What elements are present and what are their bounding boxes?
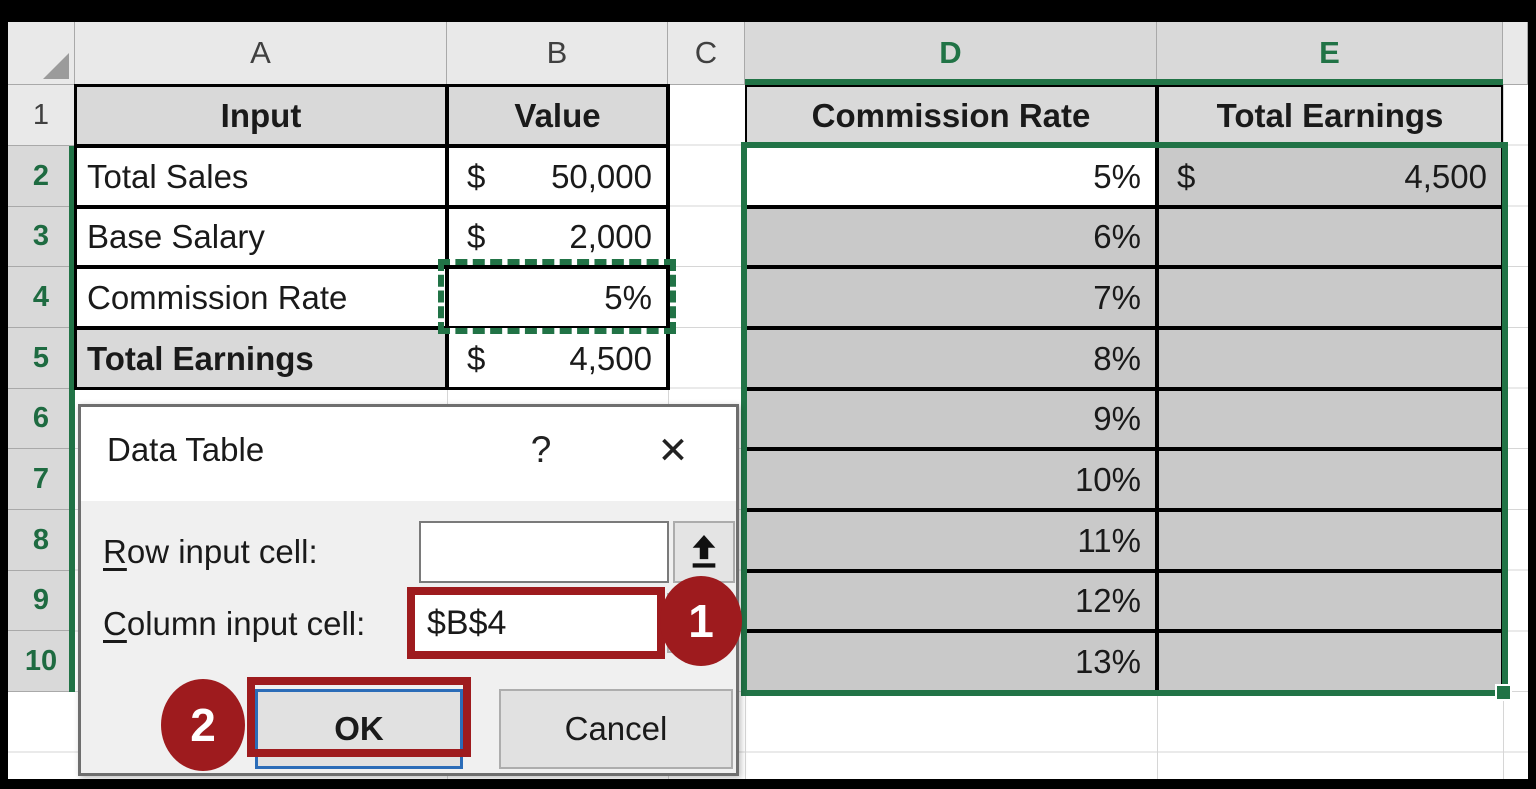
help-icon[interactable]: ? bbox=[530, 429, 552, 470]
column-header-f-sliver[interactable] bbox=[1503, 22, 1528, 85]
column-input-cell-label: Column input cell: bbox=[103, 605, 365, 643]
select-all-corner[interactable] bbox=[8, 22, 75, 85]
row-input-cell-field[interactable] bbox=[419, 521, 669, 583]
cell-e7-empty[interactable] bbox=[1157, 449, 1503, 510]
cell-e1-total-earnings-header[interactable]: Total Earnings bbox=[1157, 85, 1503, 146]
amount: 4,500 bbox=[1404, 157, 1487, 195]
cancel-button[interactable]: Cancel bbox=[499, 689, 733, 769]
step-1-badge: 1 bbox=[660, 576, 742, 666]
cell-d6-rate[interactable]: 9% bbox=[745, 389, 1157, 449]
column-header-b[interactable]: B bbox=[447, 22, 668, 85]
cell-e5-empty[interactable] bbox=[1157, 328, 1503, 389]
amount: 2,000 bbox=[569, 218, 652, 255]
column-accelerator: C bbox=[103, 605, 127, 642]
close-icon[interactable]: ✕ bbox=[657, 430, 689, 471]
column-header-c[interactable]: C bbox=[668, 22, 745, 85]
row-header-3[interactable]: 3 bbox=[8, 207, 75, 267]
gridline-e-f bbox=[1503, 85, 1504, 779]
cell-d10-rate[interactable]: 13% bbox=[745, 631, 1157, 692]
cell-e9-empty[interactable] bbox=[1157, 571, 1503, 631]
cell-d9-rate[interactable]: 12% bbox=[745, 571, 1157, 631]
cell-b2-total-sales-value[interactable]: $ 50,000 bbox=[447, 146, 668, 207]
cell-a4-commission-rate[interactable]: Commission Rate bbox=[75, 267, 447, 328]
cell-e2-earnings[interactable]: $ 4,500 bbox=[1157, 146, 1503, 207]
row-header-1[interactable]: 1 bbox=[8, 85, 75, 146]
row-accelerator: R bbox=[103, 533, 127, 570]
column-header-a[interactable]: A bbox=[75, 22, 447, 85]
dialog-titlebar[interactable]: Data Table ? ✕ bbox=[81, 407, 736, 501]
row-header-10[interactable]: 10 bbox=[8, 631, 75, 692]
cell-d5-rate[interactable]: 8% bbox=[745, 328, 1157, 389]
selected-columns-underline bbox=[745, 79, 1503, 85]
select-all-triangle-icon bbox=[43, 53, 69, 79]
cell-d1-commission-rate-header[interactable]: Commission Rate bbox=[745, 85, 1157, 146]
cell-b1-value-header[interactable]: Value bbox=[447, 85, 668, 146]
cell-d8-rate[interactable]: 11% bbox=[745, 510, 1157, 571]
row-header-9[interactable]: 9 bbox=[8, 571, 75, 631]
amount: 50,000 bbox=[551, 157, 652, 195]
cell-e10-empty[interactable] bbox=[1157, 631, 1503, 692]
cell-a1-input-header[interactable]: Input bbox=[75, 85, 447, 146]
dialog-title: Data Table bbox=[107, 431, 265, 468]
cell-d4-rate[interactable]: 7% bbox=[745, 267, 1157, 328]
cell-e4-empty[interactable] bbox=[1157, 267, 1503, 328]
cell-e6-empty[interactable] bbox=[1157, 389, 1503, 449]
column-header-d[interactable]: D bbox=[745, 22, 1157, 85]
currency-symbol: $ bbox=[1177, 157, 1196, 195]
cell-a5-total-earnings[interactable]: Total Earnings bbox=[75, 328, 447, 389]
cell-b3-base-salary-value[interactable]: $ 2,000 bbox=[447, 207, 668, 267]
worksheet: A B C D E 1 2 3 4 5 6 7 8 9 10 Input Val… bbox=[8, 22, 1528, 779]
step-2-badge: 2 bbox=[161, 679, 245, 771]
selected-rows-indicator bbox=[69, 146, 75, 692]
row-label-rest: ow input cell: bbox=[126, 533, 318, 570]
currency-symbol: $ bbox=[467, 157, 486, 195]
cell-b4-commission-rate-value[interactable]: 5% bbox=[447, 267, 668, 328]
cell-e3-empty[interactable] bbox=[1157, 207, 1503, 267]
currency-symbol: $ bbox=[467, 218, 486, 255]
amount: 4,500 bbox=[569, 339, 652, 377]
cell-d7-rate[interactable]: 10% bbox=[745, 449, 1157, 510]
row-header-4[interactable]: 4 bbox=[8, 267, 75, 328]
column-label-rest: olumn input cell: bbox=[126, 605, 366, 642]
currency-symbol: $ bbox=[467, 339, 486, 377]
cell-e8-empty[interactable] bbox=[1157, 510, 1503, 571]
cell-b5-total-earnings-value[interactable]: $ 4,500 bbox=[447, 328, 668, 389]
data-table-dialog: Data Table ? ✕ Row input cell: Column in… bbox=[78, 404, 742, 776]
ok-button[interactable]: OK bbox=[255, 689, 463, 769]
row-header-5[interactable]: 5 bbox=[8, 328, 75, 389]
column-header-e[interactable]: E bbox=[1157, 22, 1503, 85]
fill-handle[interactable] bbox=[1495, 684, 1512, 701]
cell-a3-base-salary[interactable]: Base Salary bbox=[75, 207, 447, 267]
collapse-dialog-up-arrow-icon bbox=[692, 535, 716, 568]
row-input-cell-label: Row input cell: bbox=[103, 533, 318, 571]
row-header-2[interactable]: 2 bbox=[8, 146, 75, 207]
cell-d3-rate[interactable]: 6% bbox=[745, 207, 1157, 267]
row-header-8[interactable]: 8 bbox=[8, 510, 75, 571]
cell-d2-rate-active[interactable]: 5% bbox=[745, 146, 1157, 207]
column-input-cell-field[interactable] bbox=[407, 587, 665, 659]
row-refedit-button[interactable] bbox=[673, 521, 735, 583]
row-header-7[interactable]: 7 bbox=[8, 449, 75, 510]
row-header-6[interactable]: 6 bbox=[8, 389, 75, 449]
cell-a2-total-sales[interactable]: Total Sales bbox=[75, 146, 447, 207]
